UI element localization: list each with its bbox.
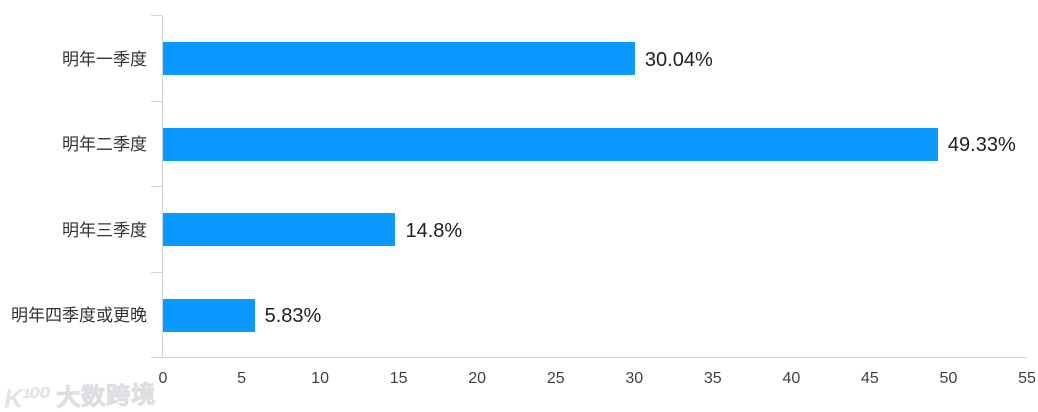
y-axis-tick — [151, 357, 162, 358]
category-label: 明年二季度 — [62, 135, 147, 155]
watermark-logo-icon: K¹⁰⁰ — [3, 382, 51, 412]
x-tick-label: 50 — [939, 370, 958, 387]
y-axis-tick — [151, 271, 162, 273]
value-label: 5.83% — [264, 305, 322, 328]
x-tick-label: 35 — [703, 370, 722, 387]
y-axis-tick — [151, 15, 162, 16]
x-tick-label: 0 — [158, 370, 168, 387]
value-label: 14.8% — [405, 219, 463, 242]
bar — [163, 42, 635, 76]
value-label: 30.04% — [644, 48, 713, 71]
x-tick-label: 25 — [546, 370, 565, 387]
bar — [163, 127, 938, 161]
x-tick-label: 30 — [625, 370, 644, 387]
x-tick-label: 40 — [782, 370, 801, 387]
x-tick-label: 55 — [1018, 370, 1036, 387]
y-axis-tick — [151, 186, 162, 187]
y-axis-line — [162, 16, 163, 358]
x-tick-label: 5 — [237, 370, 246, 387]
category-label: 明年三季度 — [62, 220, 147, 240]
x-tick-label: 20 — [468, 370, 487, 387]
category-label: 明年一季度 — [62, 49, 147, 69]
watermark-brand-text: 大数跨境 — [55, 381, 157, 412]
x-tick-label: 10 — [311, 370, 329, 387]
bar — [163, 298, 255, 332]
x-axis-line — [162, 357, 1027, 358]
bar — [163, 213, 396, 247]
value-label: 49.33% — [947, 134, 1016, 157]
y-axis-tick — [151, 100, 162, 102]
watermark: K¹⁰⁰ 大数跨境 — [3, 380, 158, 412]
x-tick-label: 15 — [389, 370, 408, 387]
category-label: 明年四季度或更晚 — [11, 306, 147, 326]
x-tick-label: 45 — [861, 370, 879, 387]
